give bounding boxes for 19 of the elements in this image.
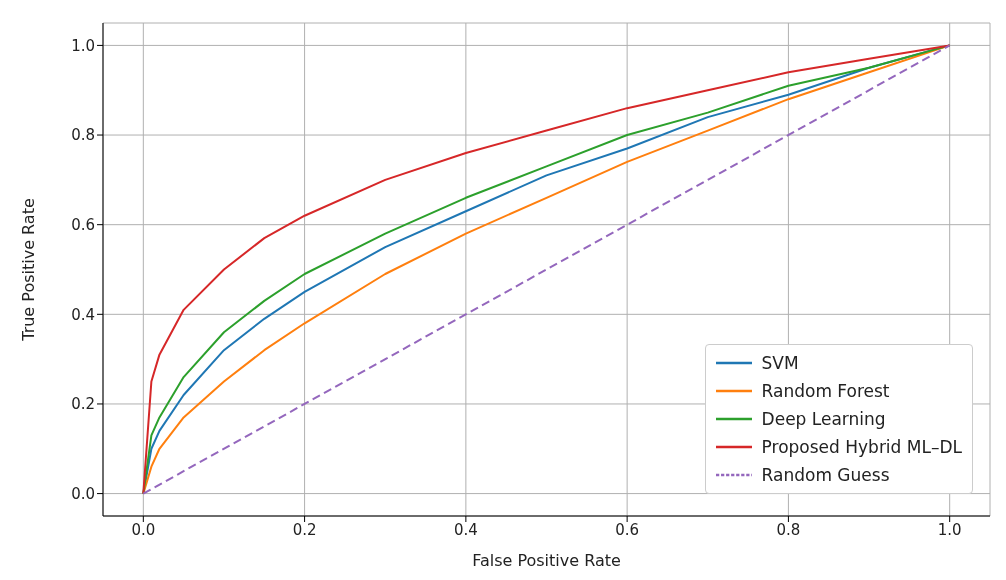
- x-tick-label: 0.2: [292, 520, 317, 539]
- y-tick-label: 0.0: [71, 484, 95, 503]
- y-tick-label: 0.2: [71, 395, 95, 414]
- x-tick-label: 0.0: [131, 520, 156, 539]
- y-tick-label: 0.4: [71, 305, 95, 324]
- y-tick-label: 1.0: [71, 36, 95, 55]
- legend-label: SVM: [761, 352, 799, 375]
- legend-label: Random Forest: [761, 380, 890, 403]
- y-tick-label: 0.6: [71, 216, 95, 235]
- y-tick-label: 0.8: [71, 126, 95, 145]
- legend-label: Random Guess: [761, 464, 890, 487]
- x-tick-label: 1.0: [937, 520, 962, 539]
- x-tick-label: 0.8: [776, 520, 801, 539]
- x-axis-title: False Positive Rate: [472, 551, 621, 570]
- legend-label: Proposed Hybrid ML–DL: [761, 436, 962, 459]
- x-tick-label: 0.6: [615, 520, 640, 539]
- y-axis-title: True Positive Rate: [18, 198, 38, 342]
- x-tick-label: 0.4: [453, 520, 478, 539]
- legend-label: Deep Learning: [761, 408, 886, 431]
